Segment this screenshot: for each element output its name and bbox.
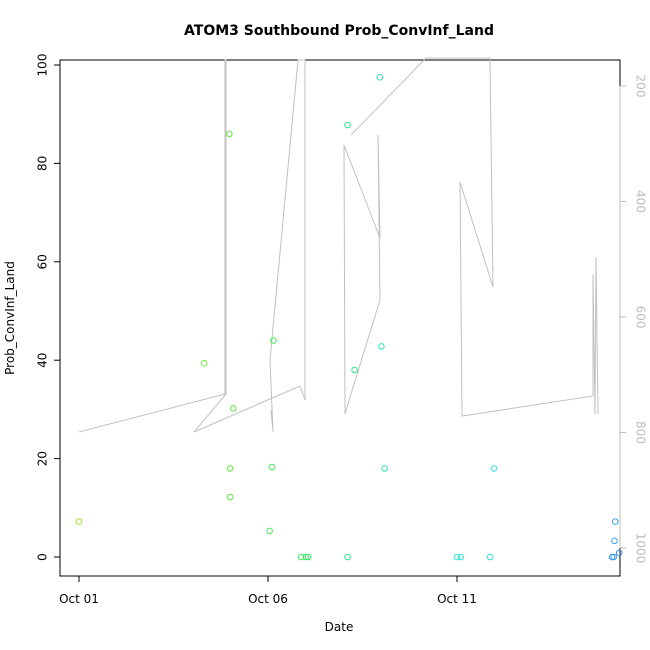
scatter-point-12 (344, 553, 351, 561)
scatter-point-16 (378, 343, 385, 350)
chart-title: ATOM3 Southbound Prob_ConvInf_Land (184, 23, 494, 39)
scatter-point-0 (75, 518, 83, 525)
scatter-point-24 (611, 537, 618, 545)
series-line-segment-1 (193, 59, 306, 433)
y-axis: 0 20 40 60 80 100 (36, 54, 61, 561)
scatter-point-7 (268, 463, 276, 471)
scatter-point-14 (351, 366, 358, 374)
right-axis-series-line (78, 57, 599, 433)
scatter-point-21 (490, 465, 498, 472)
x-tick-label-2: Oct 11 (437, 592, 477, 606)
y-tick-label-0: 0 (36, 553, 50, 561)
series-line-segment-0 (78, 59, 227, 433)
scatter-point-5 (230, 405, 237, 412)
y-tick-label-5: 100 (36, 54, 50, 77)
scatter-point-8 (270, 337, 277, 344)
scatter-point-1 (200, 359, 208, 367)
scatter-point-18 (453, 553, 461, 561)
x-axis: Oct 01 Oct 06 Oct 11 (59, 575, 477, 606)
right-tick-label-4: 1000 (634, 533, 648, 564)
scatter-point-9 (297, 553, 305, 561)
right-tick-label-2: 600 (634, 306, 648, 329)
x-tick-label-0: Oct 01 (59, 592, 99, 606)
y-tick-label-4: 80 (36, 156, 50, 171)
right-tick-label-3: 800 (634, 421, 648, 444)
y-axis-label: Prob_ConvInf_Land (3, 261, 17, 375)
y-tick-label-1: 20 (36, 451, 50, 466)
scatter-point-23 (610, 553, 618, 561)
series-line-segment-2 (343, 134, 381, 415)
scatter-point-25 (612, 518, 619, 525)
right-axis: 200 400 600 800 1000 (619, 75, 648, 564)
scatter-point-6 (266, 527, 273, 535)
series-line-segment-3 (350, 57, 599, 417)
scatter-point-11 (304, 553, 312, 561)
scatter-point-10 (302, 553, 310, 561)
scatter-point-2 (226, 130, 233, 138)
scatter-point-17 (381, 465, 388, 472)
scatter-point-13 (344, 121, 351, 129)
scatter-point-15 (376, 74, 384, 81)
scatter-points (75, 74, 623, 561)
scatter-point-26 (615, 549, 623, 557)
scatter-point-20 (486, 553, 494, 561)
y-tick-label-3: 60 (36, 254, 50, 269)
scatter-point-4 (226, 493, 234, 501)
right-tick-label-1: 400 (634, 190, 648, 213)
scatter-point-3 (226, 465, 234, 472)
y-tick-label-2: 40 (36, 353, 50, 368)
x-axis-label: Date (325, 620, 354, 634)
scatter-point-19 (457, 553, 465, 561)
right-tick-label-0: 200 (634, 75, 648, 98)
x-tick-label-1: Oct 06 (248, 592, 288, 606)
